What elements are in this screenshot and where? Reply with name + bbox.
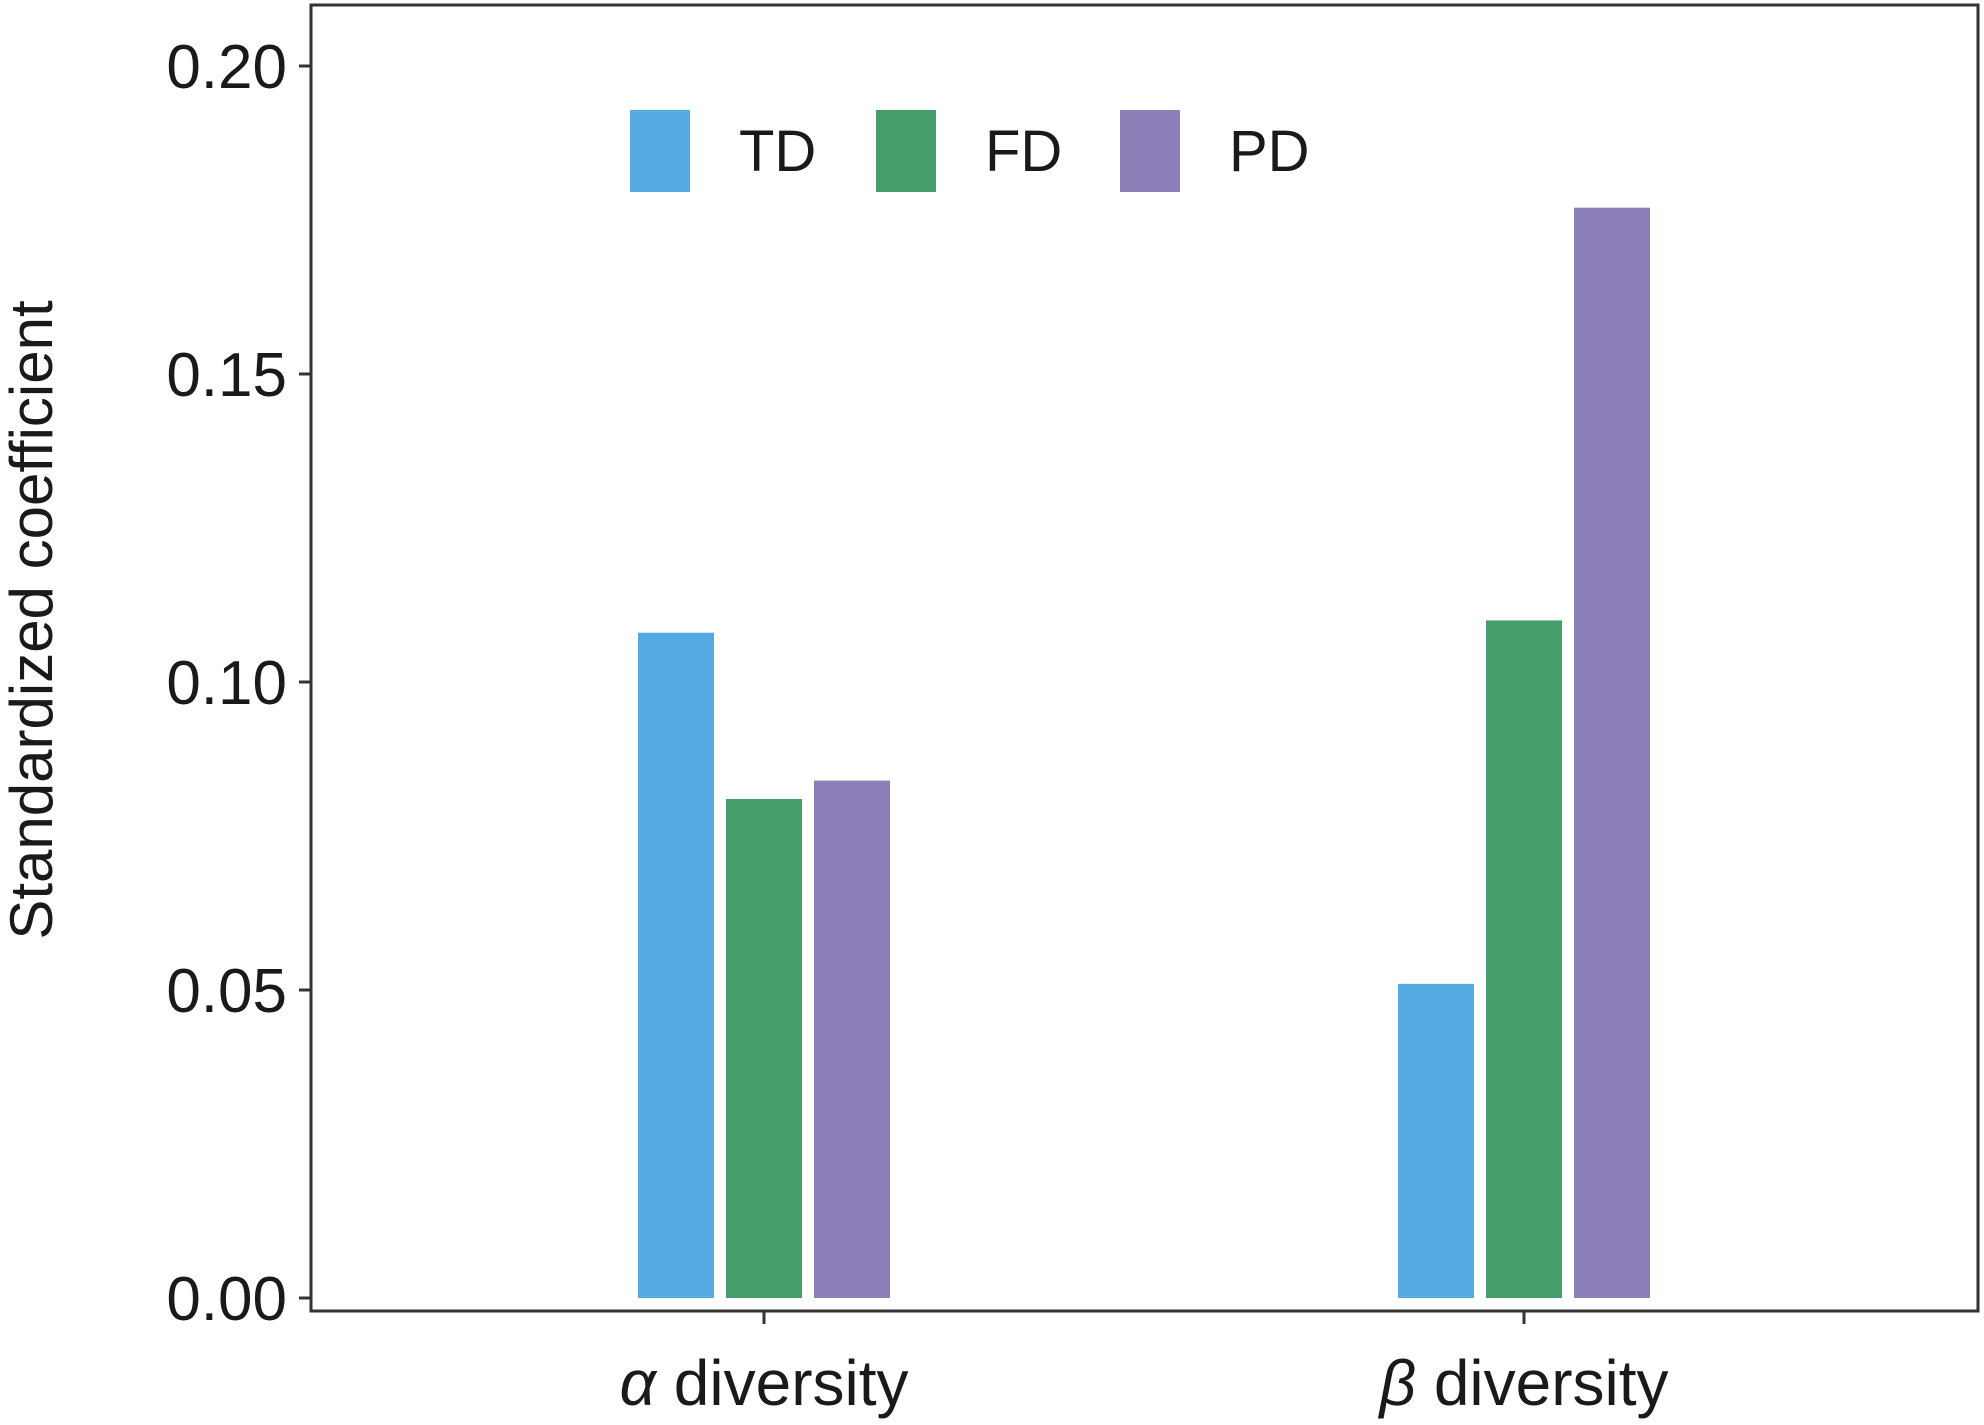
x-category-label: α diversity (620, 1347, 909, 1419)
x-axis: α diversity β diversity (620, 1311, 1669, 1419)
legend-label-pd: PD (1229, 119, 1310, 184)
legend-swatch-fd (876, 110, 936, 192)
bars-group (638, 207, 1650, 1299)
y-axis: 0.00 0.05 0.10 0.15 0.20 (166, 33, 311, 1334)
bar-fd-beta (1486, 620, 1562, 1298)
legend: TD FD PD (630, 110, 1310, 192)
bar-td-alpha (638, 632, 714, 1298)
x-category-label: β diversity (1377, 1347, 1668, 1419)
legend-label-td: TD (739, 119, 816, 184)
y-tick-label: 0.00 (166, 1265, 287, 1334)
bar-td-beta (1398, 983, 1474, 1298)
y-tick-label: 0.05 (166, 957, 287, 1026)
legend-swatch-pd (1120, 110, 1180, 192)
y-tick-label: 0.20 (166, 33, 287, 102)
legend-label-fd: FD (985, 119, 1062, 184)
y-tick-label: 0.15 (166, 341, 287, 410)
bar-pd-alpha (814, 780, 890, 1298)
y-tick-label: 0.10 (166, 649, 287, 718)
plot-panel-border (309, 3, 1980, 1313)
y-axis-title: Standardized coefficient (0, 300, 65, 940)
bar-fd-alpha (726, 799, 802, 1298)
bar-pd-beta (1574, 207, 1650, 1299)
legend-swatch-td (630, 110, 690, 192)
